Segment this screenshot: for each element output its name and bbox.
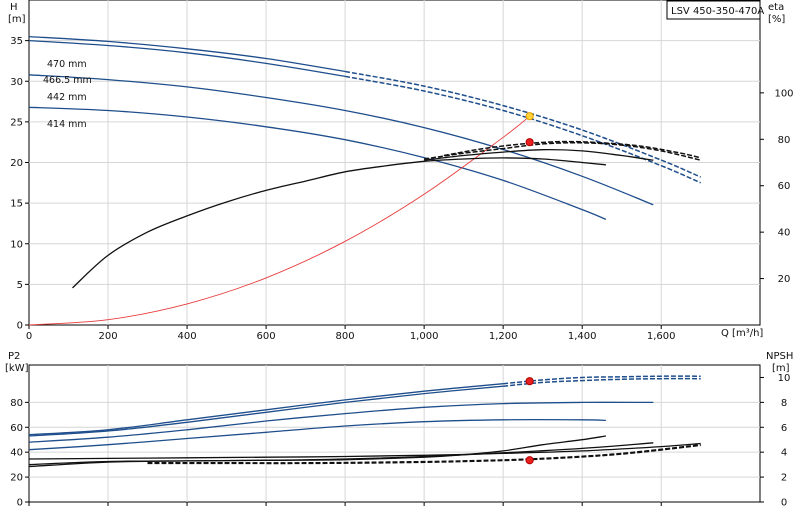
y-left-tick-label: 20 bbox=[10, 473, 23, 484]
series-curve-0-10 bbox=[443, 140, 701, 159]
x-tick-label: 1,400 bbox=[568, 331, 597, 342]
head-axis-label: H bbox=[10, 2, 18, 13]
series-curve-1-2 bbox=[28, 385, 504, 437]
curve-label-442: 442 mm bbox=[47, 92, 87, 103]
head-efficiency-panel: 0 5 10 15 20 25 30 35 20 40 60 80 100 0 200 400 600 800 1,… bbox=[8, 0, 794, 342]
y-right-tick-label: 10 bbox=[778, 373, 791, 384]
y-left-tick-label: 60 bbox=[10, 423, 23, 434]
curve-label-470: 470 mm bbox=[47, 59, 87, 70]
head-panel-grid bbox=[25, 0, 764, 329]
y-right-tick-label: 4 bbox=[781, 448, 787, 459]
curve-label-466-5: 466.5 mm bbox=[43, 75, 92, 86]
series-curve-0-0 bbox=[28, 35, 346, 73]
y-right-tick-label: 6 bbox=[781, 423, 787, 434]
series-curve-0-8 bbox=[424, 149, 654, 161]
y-right-tick-label: 20 bbox=[778, 274, 791, 285]
series-curve-0-3 bbox=[344, 75, 701, 184]
x-tick-label: 200 bbox=[98, 331, 117, 342]
curve-label-414: 414 mm bbox=[47, 119, 87, 130]
y-right-tick-label: 40 bbox=[778, 228, 791, 239]
head-panel-ticks: 0 5 10 15 20 25 30 35 20 40 60 80 100 0 200 400 600 800 1,… bbox=[10, 36, 793, 342]
y-left-tick-label: 15 bbox=[10, 199, 23, 210]
series-curve-0-7 bbox=[72, 157, 606, 289]
series-curve-1-10 bbox=[147, 444, 701, 465]
head-axis-unit: [m] bbox=[8, 14, 26, 25]
series-curve-0-1 bbox=[344, 70, 701, 178]
series-curve-0-4 bbox=[28, 74, 654, 206]
pump-model-label: LSV 450-350-470A bbox=[671, 6, 764, 17]
npsh-axis-unit: [m] bbox=[772, 363, 790, 374]
eta-axis-label: eta bbox=[768, 2, 784, 13]
duty-point-marker-0-1 bbox=[525, 138, 534, 147]
flow-axis-label: Q [m³/h] bbox=[721, 328, 763, 339]
duty-point-marker-1-0 bbox=[525, 377, 534, 386]
series-curve-0-9 bbox=[423, 142, 701, 161]
y-left-tick-label: 0 bbox=[17, 321, 23, 332]
series-curve-0-2 bbox=[28, 39, 346, 78]
y-right-tick-label: 80 bbox=[778, 135, 791, 146]
power-panel-curves bbox=[28, 375, 701, 468]
y-left-tick-label: 80 bbox=[10, 398, 23, 409]
power-npsh-panel: 0 20 40 60 80 0 2 4 6 8 10 P2 [kW] NPSH [m] bbox=[5, 351, 793, 509]
duty-point-marker-1-1 bbox=[525, 456, 534, 465]
pump-model-box bbox=[666, 0, 761, 20]
y-right-tick-label: 60 bbox=[778, 181, 791, 192]
y-left-tick-label: 0 bbox=[17, 498, 23, 509]
y-right-tick-label: 8 bbox=[781, 398, 787, 409]
y-right-tick-label: 2 bbox=[781, 473, 787, 484]
npsh-axis-label: NPSH bbox=[766, 351, 793, 362]
x-tick-label: 0 bbox=[26, 331, 32, 342]
y-right-tick-label: 0 bbox=[781, 498, 787, 509]
head-panel-curves bbox=[28, 35, 701, 326]
series-curve-1-7 bbox=[28, 442, 654, 466]
series-curve-1-5 bbox=[28, 418, 606, 451]
power-axis-label: P2 bbox=[8, 351, 20, 362]
y-right-tick-label: 100 bbox=[774, 88, 793, 99]
x-tick-label: 1,600 bbox=[647, 331, 676, 342]
duty-point-marker-0-0 bbox=[525, 112, 534, 121]
y-left-tick-label: 30 bbox=[10, 77, 23, 88]
y-left-tick-label: 40 bbox=[10, 448, 23, 459]
eta-axis-unit: [%] bbox=[768, 14, 785, 25]
x-tick-label: 800 bbox=[336, 331, 355, 342]
y-left-tick-label: 20 bbox=[10, 158, 23, 169]
series-curve-0-5 bbox=[28, 106, 607, 221]
x-tick-label: 600 bbox=[257, 331, 276, 342]
x-tick-label: 400 bbox=[178, 331, 197, 342]
x-tick-label: 1,200 bbox=[489, 331, 518, 342]
series-curve-1-4 bbox=[28, 401, 654, 443]
series-curve-1-3 bbox=[503, 377, 701, 387]
x-tick-label: 1,000 bbox=[410, 331, 439, 342]
series-curve-1-0 bbox=[28, 383, 504, 436]
power-axis-unit: [kW] bbox=[5, 363, 29, 374]
power-panel-ticks: 0 20 40 60 80 0 2 4 6 8 10 bbox=[10, 373, 790, 509]
y-left-tick-label: 10 bbox=[10, 239, 23, 250]
y-left-tick-label: 35 bbox=[10, 36, 23, 47]
power-panel-frame bbox=[28, 364, 761, 503]
series-curve-1-8 bbox=[28, 442, 701, 460]
y-left-tick-label: 25 bbox=[10, 117, 23, 128]
series-curve-1-1 bbox=[503, 375, 701, 385]
y-left-tick-label: 5 bbox=[17, 280, 23, 291]
